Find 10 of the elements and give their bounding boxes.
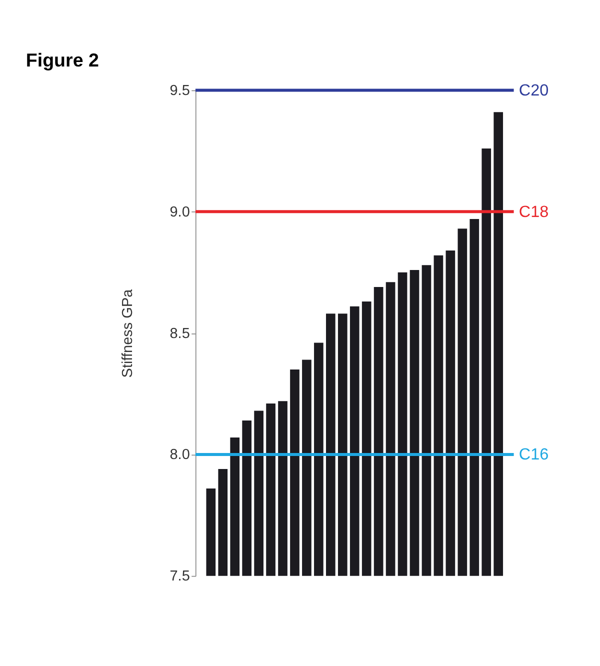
chart-title: Figure 2	[26, 49, 99, 70]
ref-line-label: C18	[518, 202, 549, 221]
y-tick-label: 8.0	[170, 447, 190, 464]
y-tick-label: 8.5	[170, 326, 190, 342]
y-tick-label: 7.5	[170, 568, 190, 585]
y-axis-title: Stiffness GPa	[120, 288, 136, 378]
ref-line-label: C16	[518, 446, 549, 464]
y-tick-label: 9.0	[170, 204, 190, 220]
y-tick-label: 9.5	[170, 82, 190, 99]
ref-line-label: C20	[518, 81, 549, 100]
